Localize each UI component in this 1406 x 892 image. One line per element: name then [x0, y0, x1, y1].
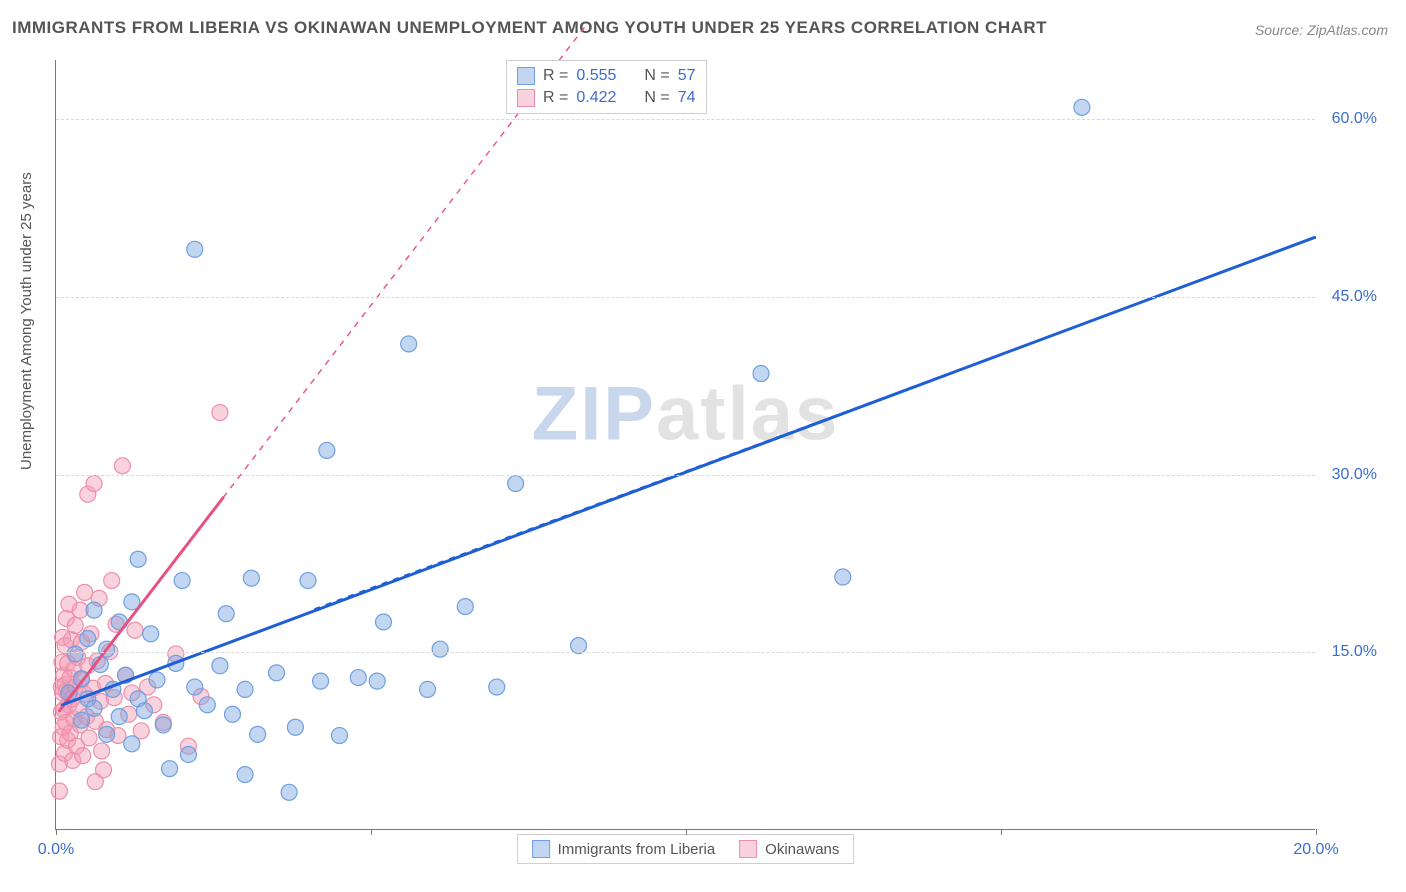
- y-tick-label: 45.0%: [1332, 288, 1377, 306]
- y-tick-label: 15.0%: [1332, 643, 1377, 661]
- correlation-chart: IMMIGRANTS FROM LIBERIA VS OKINAWAN UNEM…: [0, 0, 1406, 892]
- legend-label-a: Immigrants from Liberia: [558, 841, 716, 858]
- r-value-b: 0.422: [576, 89, 616, 107]
- source-label: Source: ZipAtlas.com: [1255, 22, 1388, 38]
- legend-row-series-b: R = 0.422 N = 74: [517, 87, 696, 109]
- n-value-b: 74: [678, 89, 696, 107]
- legend-row-series-a: R = 0.555 N = 57: [517, 65, 696, 87]
- n-prefix: N =: [644, 89, 669, 107]
- n-value-a: 57: [678, 67, 696, 85]
- chart-title: IMMIGRANTS FROM LIBERIA VS OKINAWAN UNEM…: [12, 18, 1047, 38]
- swatch-blue: [517, 67, 535, 85]
- r-prefix: R =: [543, 89, 568, 107]
- plot-area: ZIPatlas R = 0.555 N = 57 R = 0.422 N = …: [55, 60, 1315, 830]
- x-tick-label: 20.0%: [1293, 841, 1338, 859]
- scatter-svg: [56, 60, 1315, 829]
- legend-item-a: Immigrants from Liberia: [532, 840, 716, 858]
- legend-label-b: Okinawans: [765, 841, 839, 858]
- y-tick-label: 30.0%: [1332, 466, 1377, 484]
- swatch-pink: [739, 840, 757, 858]
- series-legend: Immigrants from Liberia Okinawans: [517, 834, 855, 864]
- swatch-blue: [532, 840, 550, 858]
- r-prefix: R =: [543, 67, 568, 85]
- y-tick-label: 60.0%: [1332, 110, 1377, 128]
- swatch-pink: [517, 89, 535, 107]
- r-value-a: 0.555: [576, 67, 616, 85]
- n-prefix: N =: [644, 67, 669, 85]
- legend-item-b: Okinawans: [739, 840, 839, 858]
- y-axis-label: Unemployment Among Youth under 25 years: [18, 172, 35, 470]
- correlation-legend: R = 0.555 N = 57 R = 0.422 N = 74: [506, 60, 707, 114]
- x-tick-label: 0.0%: [38, 841, 74, 859]
